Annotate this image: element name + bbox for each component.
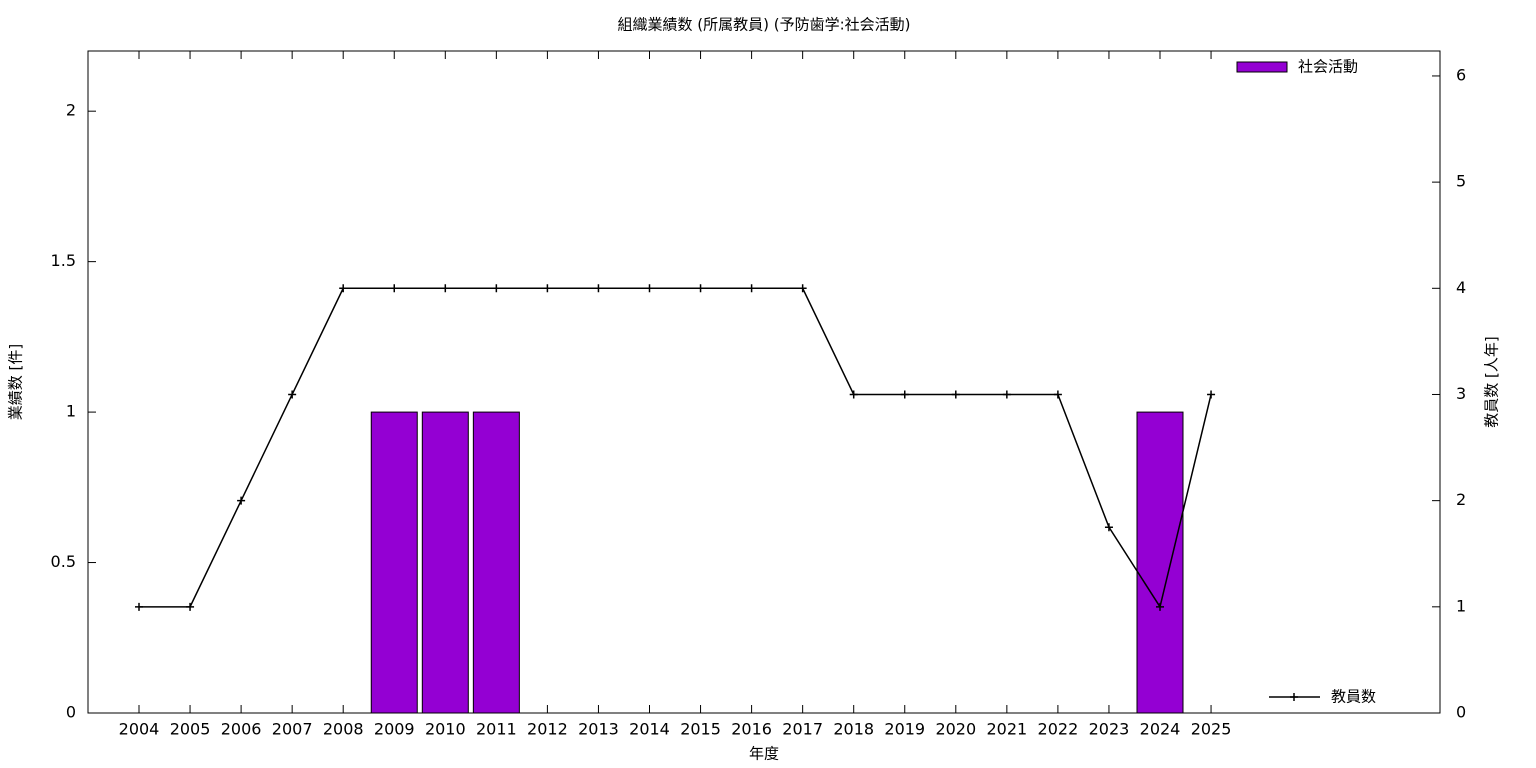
x-tick-label: 2019: [884, 720, 925, 739]
y-tick-label: 0.5: [51, 552, 76, 571]
x-tick-label: 2021: [986, 720, 1027, 739]
y2-tick-label: 5: [1456, 172, 1466, 191]
legend-swatch: [1236, 61, 1288, 73]
x-tick-label: 2007: [272, 720, 313, 739]
point: [237, 496, 246, 505]
x-tick-label: 2020: [935, 720, 976, 739]
point: [1156, 602, 1164, 611]
point: [1053, 390, 1062, 399]
x-tick-label: 2008: [323, 720, 364, 739]
y-tick-label: 0: [66, 703, 76, 722]
line: [139, 287, 1212, 609]
y2-tick-label: 2: [1456, 490, 1466, 509]
point: [492, 284, 501, 293]
x-tick-label: 2004: [119, 720, 160, 739]
point: [390, 284, 399, 293]
bar: [472, 411, 520, 714]
x-tick-label: 2014: [629, 720, 670, 739]
x-tick-label: 2011: [476, 720, 517, 739]
legend-label: 社会活動: [1298, 58, 1358, 76]
point: [339, 284, 348, 293]
y-tick-label: 1.5: [51, 251, 76, 270]
point: [798, 284, 807, 293]
point: [288, 390, 297, 399]
x-tick-label: 2024: [1140, 720, 1181, 739]
y2-tick-label: 4: [1456, 278, 1466, 297]
bar: [1136, 411, 1184, 714]
point: [849, 390, 858, 399]
bar: [421, 411, 469, 714]
point: [900, 390, 909, 399]
chart-title: 組織業績数 (所属教員) (予防歯学:社会活動): [618, 16, 911, 34]
x-tick-label: 2015: [680, 720, 721, 739]
x-tick-label: 2018: [833, 720, 874, 739]
x-tick-label: 2009: [374, 720, 415, 739]
y-tick-label: 2: [66, 101, 76, 120]
x-tick-label: 2013: [578, 720, 619, 739]
bar: [370, 411, 418, 714]
x-tick-label: 2012: [527, 720, 568, 739]
point: [186, 602, 195, 611]
legend-label: 教員数: [1331, 688, 1376, 706]
point: [645, 284, 654, 293]
x-axis-label: 年度: [749, 745, 779, 763]
x-tick-label: 2023: [1089, 720, 1130, 739]
x-tick-label: 2016: [731, 720, 772, 739]
point: [747, 284, 756, 293]
point: [543, 284, 552, 293]
y2-tick-label: 0: [1456, 703, 1466, 722]
point: [594, 284, 603, 293]
point: [696, 284, 705, 293]
plot-frame: [87, 50, 1441, 714]
y-axis-label: 業績数 [件]: [7, 344, 25, 420]
point: [1002, 390, 1011, 399]
point: [441, 284, 450, 293]
x-tick-label: 2025: [1191, 720, 1232, 739]
x-tick-label: 2010: [425, 720, 466, 739]
x-tick-label: 2022: [1038, 720, 1079, 739]
x-tick-label: 2017: [782, 720, 823, 739]
point: [135, 602, 143, 611]
y-tick-label: 1: [66, 402, 76, 421]
legend-swatch: [1290, 693, 1298, 701]
y2-tick-label: 3: [1456, 384, 1466, 403]
point: [1207, 390, 1216, 399]
x-tick-label: 2005: [170, 720, 211, 739]
point: [1104, 523, 1113, 532]
x-tick-label: 2006: [221, 720, 262, 739]
y2-tick-label: 6: [1456, 65, 1466, 84]
y2-axis-label: 教員数 [人年]: [1483, 336, 1501, 427]
point: [951, 390, 960, 399]
y2-tick-label: 1: [1456, 596, 1466, 615]
